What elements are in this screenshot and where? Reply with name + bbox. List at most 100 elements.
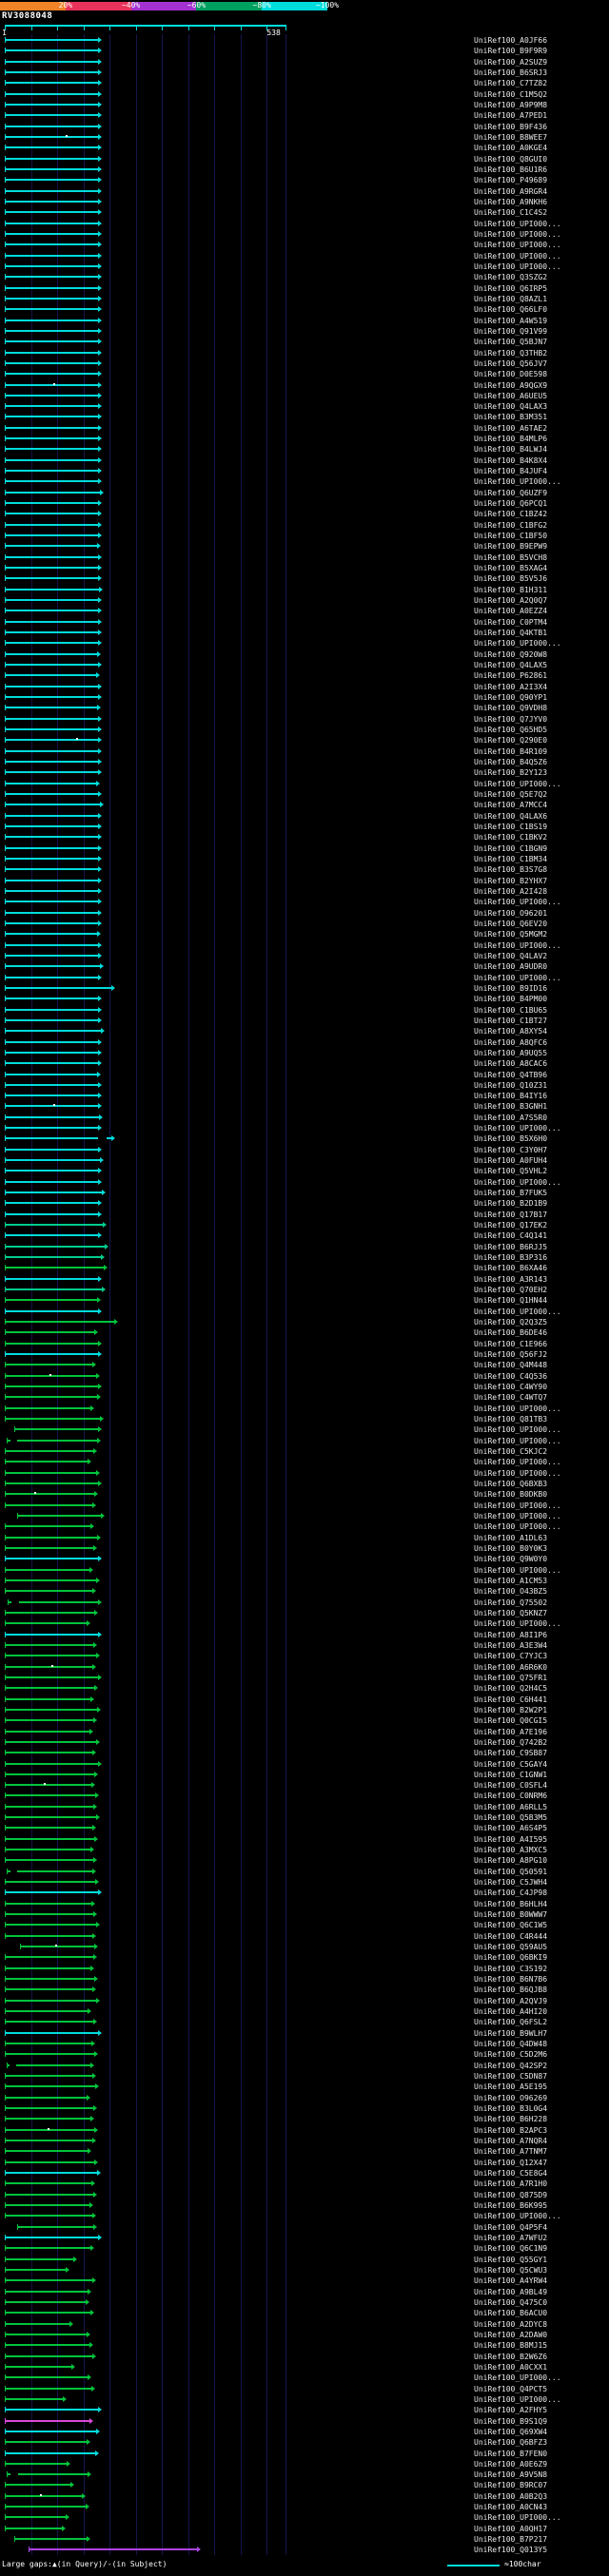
hit-label[interactable]: UniRef100_B6ACU0 (474, 2309, 548, 2318)
hit-row[interactable]: UniRef100_A0JF66 (0, 34, 609, 45)
hit-row[interactable]: UniRef100_Q8GUI0 (0, 153, 609, 164)
hit-label[interactable]: UniRef100_Q10Z31 (474, 1080, 548, 1090)
hit-row[interactable]: UniRef100_UPI000... (0, 1424, 609, 1434)
hit-label[interactable]: UniRef100_C1BZ42 (474, 510, 548, 519)
hit-row[interactable]: UniRef100_B5VCH8 (0, 552, 609, 562)
hit-label[interactable]: UniRef100_A2I3X4 (474, 682, 548, 691)
hit-label[interactable]: UniRef100_A7R1H0 (474, 2179, 548, 2189)
hit-label[interactable]: UniRef100_A7TNM7 (474, 2147, 548, 2157)
hit-label[interactable]: UniRef100_Q42SP2 (474, 2061, 548, 2070)
hit-row[interactable]: UniRef100_Q55GY1 (0, 2254, 609, 2264)
hit-label[interactable]: UniRef100_Q475C0 (474, 2297, 548, 2307)
hit-row[interactable]: UniRef100_A0B2Q3 (0, 2490, 609, 2501)
hit-row[interactable]: UniRef100_A6R6K0 (0, 1661, 609, 1672)
hit-row[interactable]: UniRef100_B4MLP6 (0, 433, 609, 443)
hit-label[interactable]: UniRef100_Q5VHL2 (474, 1167, 548, 1176)
hit-row[interactable]: UniRef100_A9BL49 (0, 2286, 609, 2296)
hit-label[interactable]: UniRef100_Q56JV7 (474, 358, 548, 368)
hit-label[interactable]: UniRef100_A0E6Z9 (474, 2459, 548, 2469)
hit-row[interactable]: UniRef100_Q920W8 (0, 649, 609, 659)
hit-label[interactable]: UniRef100_A0CN43 (474, 2503, 548, 2512)
hit-label[interactable]: UniRef100_A2DAW0 (474, 2330, 548, 2339)
hit-label[interactable]: UniRef100_UPI000... (474, 779, 561, 788)
hit-row[interactable]: UniRef100_B2APC3 (0, 2124, 609, 2135)
hit-label[interactable]: UniRef100_B4IY16 (474, 1092, 548, 1101)
hit-label[interactable]: UniRef100_Q290E0 (474, 736, 548, 746)
hit-row[interactable]: UniRef100_Q4KTB1 (0, 627, 609, 637)
hit-label[interactable]: UniRef100_Q4LAX3 (474, 402, 548, 412)
hit-label[interactable]: UniRef100_B9EPW9 (474, 542, 548, 552)
hit-label[interactable]: UniRef100_UPI000... (474, 1522, 561, 1532)
hit-row[interactable]: UniRef100_A7NQR4 (0, 2135, 609, 2145)
hit-label[interactable]: UniRef100_B3L0G4 (474, 2104, 548, 2113)
hit-row[interactable]: UniRef100_UPI000... (0, 2393, 609, 2404)
hit-label[interactable]: UniRef100_B4JUF4 (474, 467, 548, 476)
hit-row[interactable]: UniRef100_A2FHY5 (0, 2404, 609, 2414)
hit-label[interactable]: UniRef100_B2APC3 (474, 2125, 548, 2135)
hit-label[interactable]: UniRef100_B4R109 (474, 746, 548, 756)
hit-row[interactable]: UniRef100_C6H441 (0, 1694, 609, 1704)
hit-row[interactable]: UniRef100_C1BM34 (0, 853, 609, 863)
hit-row[interactable]: UniRef100_A7R1H0 (0, 2178, 609, 2188)
hit-label[interactable]: UniRef100_C5D2M6 (474, 2050, 548, 2060)
hit-row[interactable]: UniRef100_UPI000... (0, 261, 609, 271)
hit-row[interactable]: UniRef100_Q12X47 (0, 2157, 609, 2167)
hit-label[interactable]: UniRef100_C1BM34 (474, 854, 548, 863)
hit-row[interactable]: UniRef100_A2DYC8 (0, 2318, 609, 2329)
hit-row[interactable]: UniRef100_B4K8X4 (0, 455, 609, 465)
hit-row[interactable]: UniRef100_B6HLH4 (0, 1898, 609, 1908)
hit-label[interactable]: UniRef100_Q50591 (474, 1867, 548, 1876)
hit-row[interactable]: UniRef100_Q2Q3Z5 (0, 1316, 609, 1327)
hit-label[interactable]: UniRef100_C4WTQ7 (474, 1393, 548, 1403)
hit-row[interactable]: UniRef100_Q742B2 (0, 1736, 609, 1747)
hit-label[interactable]: UniRef100_A8QFC6 (474, 1037, 548, 1047)
hit-row[interactable]: UniRef100_Q6BXB3 (0, 1478, 609, 1488)
hit-label[interactable]: UniRef100_B2Y123 (474, 768, 548, 778)
hit-row[interactable]: UniRef100_C1M5Q2 (0, 88, 609, 99)
hit-label[interactable]: UniRef100_UPI000... (474, 1425, 561, 1435)
hit-row[interactable]: UniRef100_A8CAC6 (0, 1057, 609, 1068)
hit-label[interactable]: UniRef100_C0NRM6 (474, 1792, 548, 1801)
hit-label[interactable]: UniRef100_Q6BXB3 (474, 1479, 548, 1488)
hit-row[interactable]: UniRef100_A9QGX9 (0, 379, 609, 390)
hit-label[interactable]: UniRef100_UPI000... (474, 2373, 561, 2383)
hit-row[interactable]: UniRef100_B8MJ15 (0, 2339, 609, 2350)
hit-label[interactable]: UniRef100_B2W6Z6 (474, 2352, 548, 2361)
hit-label[interactable]: UniRef100_B8WEE7 (474, 132, 548, 142)
hit-label[interactable]: UniRef100_Q65HD5 (474, 726, 548, 734)
hit-label[interactable]: UniRef100_A6RLL5 (474, 1802, 548, 1811)
hit-row[interactable]: UniRef100_Q3THB2 (0, 347, 609, 358)
hit-row[interactable]: UniRef100_Q4DW48 (0, 2038, 609, 2048)
hit-row[interactable]: UniRef100_A7MCC4 (0, 799, 609, 809)
hit-row[interactable]: UniRef100_Q9VDH8 (0, 702, 609, 712)
hit-row[interactable]: UniRef100_Q5CWU3 (0, 2264, 609, 2275)
hit-label[interactable]: UniRef100_A9RGR4 (474, 186, 548, 196)
hit-label[interactable]: UniRef100_O43BZ5 (474, 1587, 548, 1597)
hit-label[interactable]: UniRef100_UPI000... (474, 2212, 561, 2221)
hit-row[interactable]: UniRef100_B4LWJ4 (0, 443, 609, 454)
hit-label[interactable]: UniRef100_B9S1Q9 (474, 2416, 548, 2426)
hit-label[interactable]: UniRef100_Q6PCQ1 (474, 499, 548, 509)
hit-label[interactable]: UniRef100_A9UQ55 (474, 1048, 548, 1057)
hit-label[interactable]: UniRef100_Q4DW48 (474, 2040, 548, 2049)
hit-row[interactable]: UniRef100_UPI000... (0, 1435, 609, 1445)
hit-row[interactable]: UniRef100_Q6UZF9 (0, 487, 609, 497)
hit-label[interactable]: UniRef100_Q17B17 (474, 1210, 548, 1219)
hit-row[interactable]: UniRef100_A1DL63 (0, 1532, 609, 1542)
hit-label[interactable]: UniRef100_C1BU65 (474, 1005, 548, 1015)
hit-row[interactable]: UniRef100_Q5KNZ7 (0, 1607, 609, 1617)
hit-row[interactable]: UniRef100_B7P217 (0, 2533, 609, 2544)
hit-row[interactable]: UniRef100_UPI000... (0, 239, 609, 249)
hit-row[interactable]: UniRef100_C5JWH4 (0, 1876, 609, 1887)
hit-label[interactable]: UniRef100_C5GAY4 (474, 1759, 548, 1769)
hit-label[interactable]: UniRef100_Q9VDH8 (474, 704, 548, 713)
hit-row[interactable]: UniRef100_C4WTQ7 (0, 1391, 609, 1402)
hit-label[interactable]: UniRef100_Q55GY1 (474, 2255, 548, 2264)
hit-row[interactable]: UniRef100_Q81TB3 (0, 1413, 609, 1424)
hit-row[interactable]: UniRef100_B6N7B6 (0, 1973, 609, 1984)
hit-row[interactable]: UniRef100_C1E966 (0, 1338, 609, 1348)
hit-label[interactable]: UniRef100_A6UEU5 (474, 391, 548, 400)
hit-label[interactable]: UniRef100_A3R143 (474, 1274, 548, 1284)
hit-label[interactable]: UniRef100_B9WLH7 (474, 2028, 548, 2038)
hit-row[interactable]: UniRef100_Q6PCQ1 (0, 497, 609, 508)
